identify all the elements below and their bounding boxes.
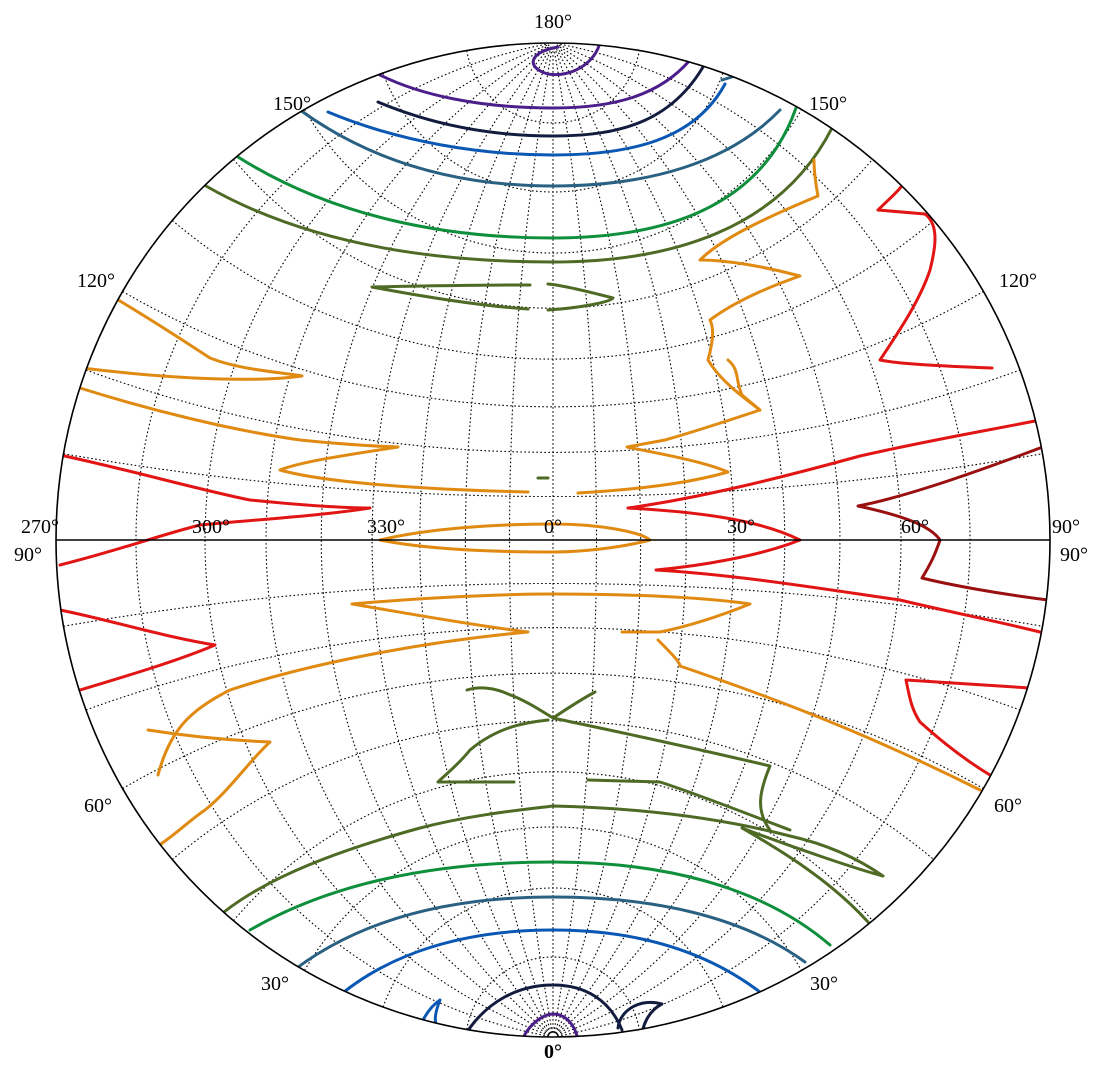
contour-level-5-top	[236, 106, 798, 240]
label-left-60: 60°	[84, 795, 112, 817]
label-left-120: 120°	[77, 270, 115, 292]
label-left-30: 30°	[261, 973, 289, 995]
contour-level-2-top	[376, 56, 710, 138]
contour-level-7-right-upper	[576, 158, 820, 495]
contour-level-8-right-upper	[876, 181, 994, 370]
contour-level-7-left-mid	[78, 386, 530, 494]
contour-level-2-bottom	[460, 983, 624, 1037]
grid-colatitude-140	[233, 158, 873, 309]
label-az-0: 0°	[544, 516, 562, 538]
label-right-60: 60°	[994, 795, 1022, 817]
contour-level-6-lens	[370, 282, 615, 312]
contour-level-6-bowtie	[436, 686, 792, 832]
contour-level-1-top	[531, 43, 602, 77]
contour-level-8-left-upper	[58, 453, 372, 567]
contour-level-8-right-lower	[904, 678, 1032, 777]
contour-level-4-bottom	[282, 895, 807, 980]
contour-level-6-bottom	[222, 804, 885, 924]
label-bottom-pole: 0°	[544, 1041, 562, 1063]
grid-azimuth-10	[553, 47, 598, 1033]
contour-level-6-top	[204, 126, 834, 264]
grid-azimuth--40	[371, 45, 551, 1035]
grid-azimuth-40	[555, 45, 735, 1035]
contour-level-8-right-mid	[626, 418, 1042, 634]
contour-level-3-small	[420, 998, 442, 1026]
contour-level-4-top	[298, 108, 782, 188]
grid-colatitude-170	[466, 50, 640, 124]
contour-level-7-left-upper	[80, 296, 304, 381]
grid-azimuth-50	[555, 45, 786, 1035]
grid-colatitude-150	[304, 109, 802, 254]
contour-level-7-left-lower	[146, 728, 272, 848]
label-left-90: 90°	[14, 544, 42, 566]
contour-level-3-top	[326, 82, 727, 157]
label-az-270: 270°	[21, 516, 59, 538]
grid-colatitude-40	[233, 771, 873, 922]
grid-colatitude-10	[466, 956, 640, 1030]
contour-level-9-right	[856, 446, 1050, 602]
grid-colatitude-80	[63, 582, 1043, 627]
label-right-90: 90°	[1060, 544, 1088, 566]
contour-level-1-top-arc	[378, 58, 692, 110]
grid-azimuth--50	[320, 45, 551, 1035]
label-right-150: 150°	[809, 93, 847, 115]
label-az-90: 90°	[1052, 516, 1080, 538]
grid-colatitude-50	[171, 720, 935, 860]
contour-level-3-bottom	[330, 928, 772, 1004]
label-top-pole: 180°	[534, 11, 572, 33]
label-az-60: 60°	[901, 516, 929, 538]
label-right-120: 120°	[999, 270, 1037, 292]
contour-level-7-center-lower	[156, 592, 752, 777]
label-az-300: 300°	[192, 516, 230, 538]
grid-colatitude-100	[63, 453, 1043, 498]
label-az-330: 330°	[367, 516, 405, 538]
grid-colatitude-130	[171, 220, 935, 360]
contour-level-5-bottom	[248, 860, 832, 947]
label-az-30: 30°	[727, 516, 755, 538]
contour-lines	[58, 43, 1050, 1037]
contour-level-1-bottom	[520, 1012, 580, 1037]
label-right-30: 30°	[810, 973, 838, 995]
contour-level-7-right-lower	[656, 638, 982, 792]
contour-level-8-left-lower	[58, 608, 217, 692]
contour-level-2-hook	[616, 1001, 664, 1037]
contour-level-7-center-lens	[378, 522, 652, 554]
grid-azimuth--10	[508, 47, 553, 1033]
label-left-150: 150°	[273, 93, 311, 115]
grid-colatitude-30	[304, 826, 802, 971]
